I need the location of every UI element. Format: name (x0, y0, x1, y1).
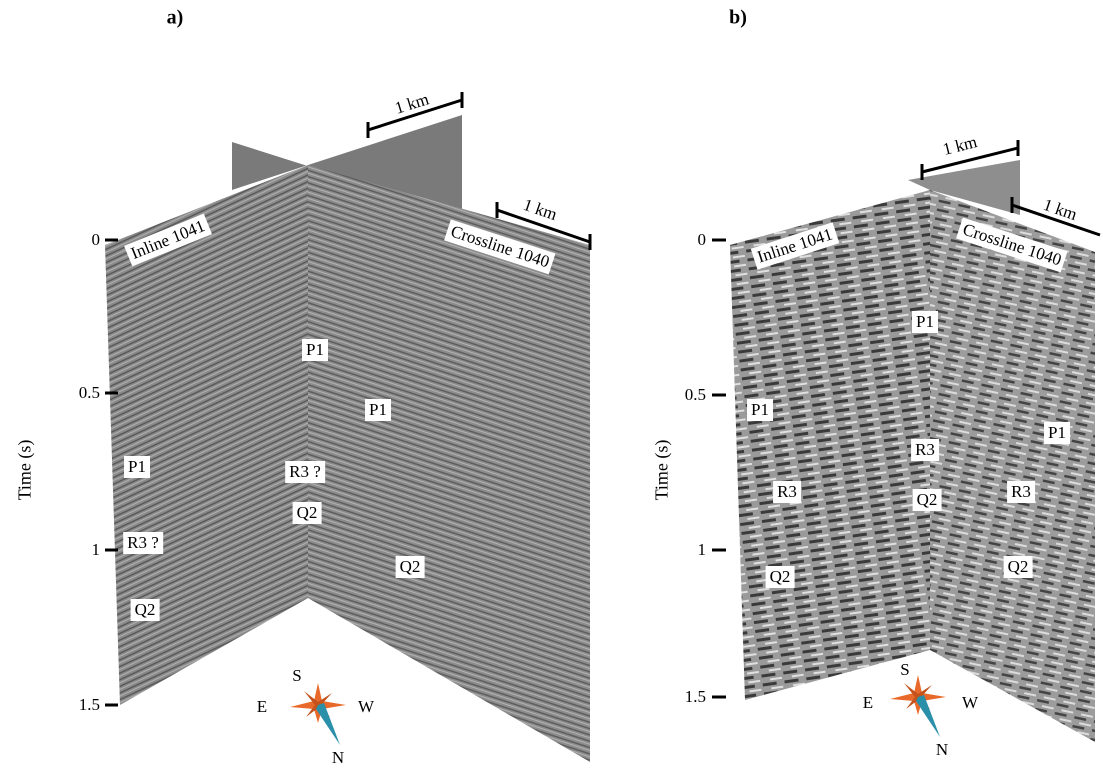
annotation: Q2 (766, 566, 795, 588)
compasses (290, 675, 946, 745)
compass-letter: W (962, 693, 978, 713)
tick-label: 0 (92, 230, 101, 250)
compass (890, 675, 946, 737)
tick-label: 1 (698, 540, 707, 560)
tick-label: 1.5 (685, 687, 706, 707)
annotation: P1 (302, 339, 328, 361)
annotation: Q2 (396, 556, 425, 578)
tick-label: 1 (92, 540, 101, 560)
compass-letter: S (900, 660, 909, 680)
annotation: R3 ? (123, 532, 163, 554)
compass-letter: W (358, 697, 374, 717)
compass-letter: N (936, 740, 948, 760)
axis-title: Time (s) (652, 440, 673, 501)
compass-letter: E (257, 697, 267, 717)
annotation: R3 (1007, 481, 1035, 503)
panel-label: a) (167, 7, 184, 30)
tick-label: 0 (698, 230, 707, 250)
annotation: P1 (912, 311, 938, 333)
tick-label: 0.5 (79, 383, 100, 403)
annotation: P1 (124, 456, 150, 478)
annotation: P1 (365, 399, 391, 421)
annotation: Q2 (131, 599, 160, 621)
compass-letter: S (292, 666, 301, 686)
tick-label: 1.5 (79, 695, 100, 715)
axis-title: Time (s) (15, 440, 36, 501)
annotation: R3 (773, 481, 801, 503)
compass (290, 683, 346, 745)
annotation: R3 ? (285, 461, 325, 483)
tick-label: 0.5 (685, 385, 706, 405)
annotation: Q2 (1004, 556, 1033, 578)
panel-a-sections (105, 115, 590, 762)
compass-letter: N (332, 748, 344, 768)
annotation: Q2 (293, 502, 322, 524)
annotation: R3 (911, 439, 939, 461)
annotation: Q2 (913, 489, 942, 511)
graphics (0, 0, 1103, 769)
compass-letter: E (863, 693, 873, 713)
panel-label: b) (729, 7, 747, 30)
figure: a)Time (s)00.511.5Inline 1041Crossline 1… (0, 0, 1103, 769)
crossline-section (930, 190, 1095, 742)
annotation: P1 (1044, 422, 1070, 444)
annotation: P1 (747, 399, 773, 421)
